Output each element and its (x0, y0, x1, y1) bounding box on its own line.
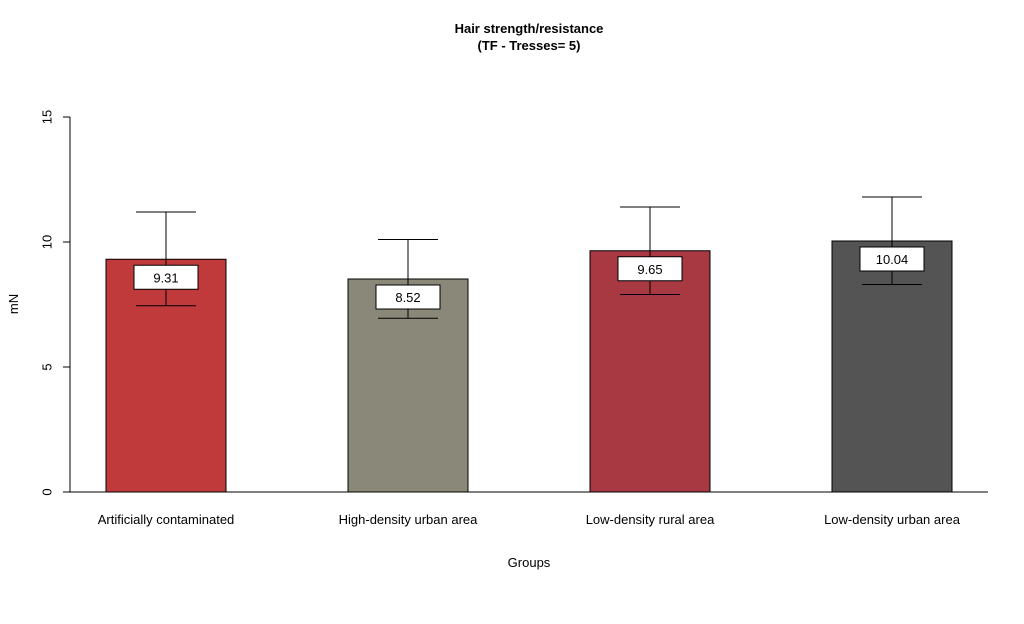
bar-group: 8.52 (347, 239, 469, 493)
category-label: Low-density rural area (586, 512, 715, 527)
y-axis: 0 5 10 15 (39, 110, 71, 496)
category-label: High-density urban area (339, 512, 479, 527)
bars: 9.31 8.52 9.65 10.04 (105, 196, 953, 493)
x-axis-label: Groups (508, 555, 551, 570)
chart-subtitle: (TF - Tresses= 5) (478, 38, 581, 53)
value-label: 8.52 (395, 290, 420, 305)
category-label: Artificially contaminated (98, 512, 235, 527)
x-axis: Artificially contaminated High-density ur… (70, 491, 988, 527)
y-tick-label: 5 (39, 363, 54, 370)
value-label-box (617, 256, 683, 282)
chart-title: Hair strength/resistance (455, 21, 604, 36)
y-axis-label: mN (6, 294, 21, 314)
y-tick-label: 15 (39, 110, 54, 124)
bar-group: 10.04 (831, 196, 953, 493)
category-label: Low-density urban area (824, 512, 961, 527)
value-label: 9.31 (153, 270, 178, 285)
y-tick-label: 10 (39, 235, 54, 249)
value-label: 9.65 (637, 262, 662, 277)
value-label-box (133, 264, 199, 290)
value-label-box (375, 284, 441, 310)
value-label: 10.04 (876, 252, 909, 267)
bar-group: 9.65 (589, 206, 711, 493)
value-label-box (859, 246, 925, 272)
bar-group: 9.31 (105, 211, 227, 493)
y-tick-label: 0 (39, 488, 54, 495)
